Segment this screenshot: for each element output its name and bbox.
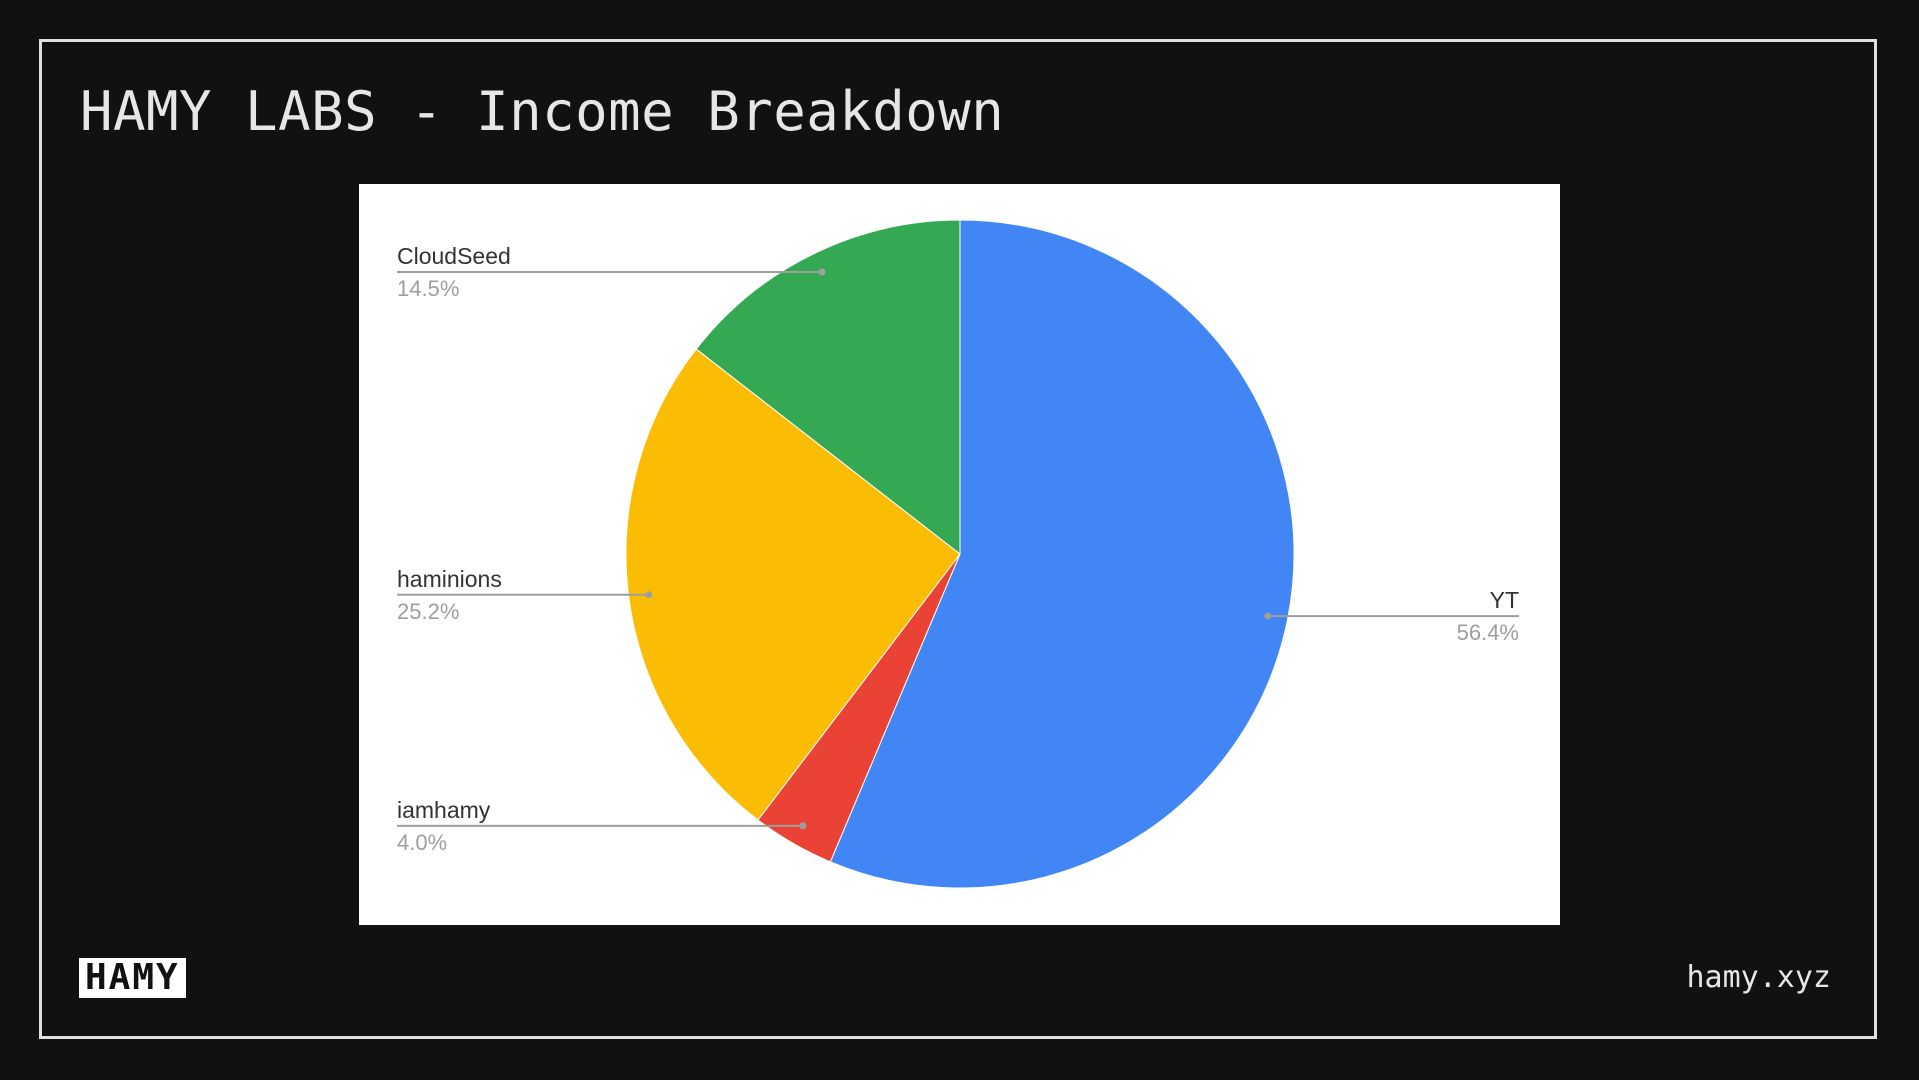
slice-label: haminions <box>397 566 502 592</box>
pie-label-yt: YT 56.4% <box>1264 587 1519 645</box>
pie-label-haminions: haminions 25.2% <box>397 566 653 624</box>
pie-slice-haminions <box>625 348 961 821</box>
slice-label: iamhamy <box>397 797 491 823</box>
leader-dot <box>818 268 826 276</box>
slice-percent: 4.0% <box>397 830 447 855</box>
leader-dot <box>1264 612 1272 620</box>
pie-chart: YT 56.4% iamhamy 4.0% haminions 25.2% CloudSee… <box>397 219 1519 889</box>
leader-dot <box>645 591 653 599</box>
slice-label: YT <box>1490 587 1519 613</box>
pie-slice-cloudseed <box>695 219 961 556</box>
leader-dot <box>799 822 807 830</box>
slide-title: HAMY LABS - Income Breakdown <box>80 80 1005 143</box>
pie-label-cloudseed: CloudSeed 14.5% <box>397 243 826 301</box>
slice-percent: 14.5% <box>397 276 459 301</box>
slice-label: CloudSeed <box>397 243 511 269</box>
hamy-logo: HAMY <box>79 958 186 998</box>
chart-panel: YT 56.4% iamhamy 4.0% haminions 25.2% CloudSee… <box>359 184 1560 925</box>
pie-label-iamhamy: iamhamy 4.0% <box>397 797 807 855</box>
slice-percent: 25.2% <box>397 599 459 624</box>
footer-url: hamy.xyz <box>1686 960 1832 995</box>
slide-frame <box>39 39 1877 1039</box>
pie-slice-yt <box>829 219 1295 889</box>
slice-percent: 56.4% <box>1457 620 1519 645</box>
